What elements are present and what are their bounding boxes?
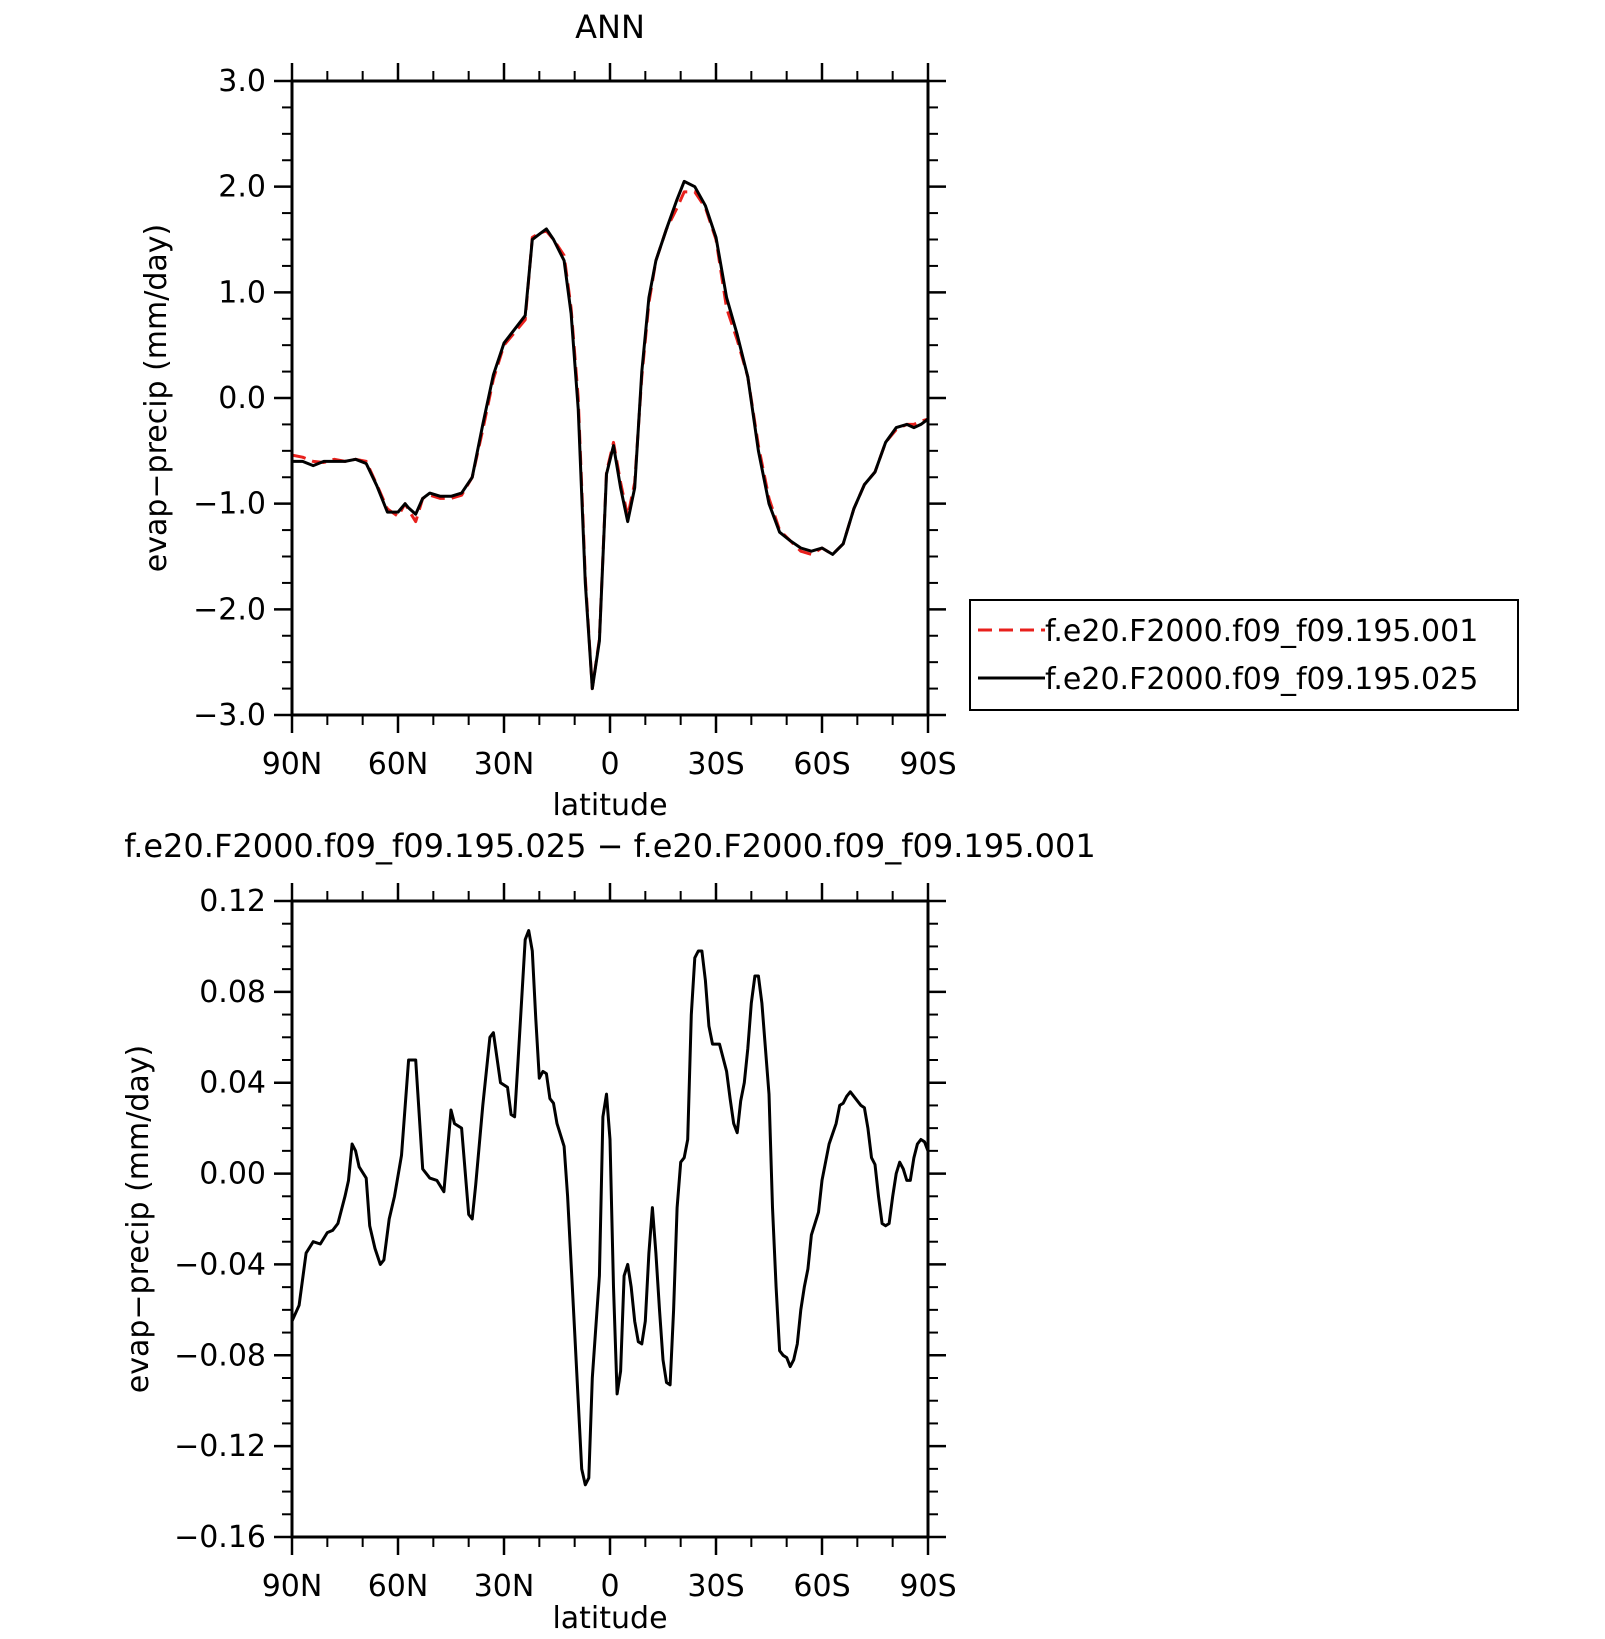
chart-title: f.e20.F2000.f09_f09.195.025 − f.e20.F200… bbox=[124, 827, 1096, 865]
y-tick-label: −0.08 bbox=[174, 1338, 266, 1373]
bottom-panel: f.e20.F2000.f09_f09.195.025 − f.e20.F200… bbox=[121, 827, 1096, 1636]
y-tick-label: 2.0 bbox=[218, 170, 266, 205]
series-line-2 bbox=[292, 179, 928, 691]
x-tick-label: 90S bbox=[899, 1569, 956, 1604]
legend: f.e20.F2000.f09_f09.195.001 f.e20.F2000.f… bbox=[969, 599, 1519, 711]
x-tick-label: 90S bbox=[899, 747, 956, 782]
y-tick-label: 0.04 bbox=[199, 1066, 266, 1101]
y-tick-label: 3.0 bbox=[218, 64, 266, 99]
legend-label-1: f.e20.F2000.f09_f09.195.001 bbox=[1045, 614, 1478, 649]
y-tick-label: −1.0 bbox=[193, 487, 266, 522]
y-tick-label: 0.12 bbox=[199, 884, 266, 919]
y-tick-label: 1.0 bbox=[218, 275, 266, 310]
y-tick-label: −0.04 bbox=[174, 1247, 266, 1282]
x-tick-label: 60N bbox=[368, 747, 429, 782]
y-axis-label: evap−precip (mm/day) bbox=[121, 1045, 156, 1394]
y-axis-label: evap−precip (mm/day) bbox=[139, 224, 174, 573]
series-line-1 bbox=[292, 190, 928, 691]
x-tick-label: 60N bbox=[368, 1569, 429, 1604]
x-tick-label: 30S bbox=[687, 747, 744, 782]
x-tick-label: 30N bbox=[474, 1569, 535, 1604]
top-panel: ANN −3.0 −2.0 −1.0 0.0 1.0 2.0 3.0 90N 60N 30N 0 30S… bbox=[139, 8, 957, 823]
y-tick-label: −0.16 bbox=[174, 1520, 266, 1555]
x-axis-label: latitude bbox=[552, 1601, 667, 1635]
y-tick-label: 0.08 bbox=[199, 975, 266, 1010]
y-tick-label: −0.12 bbox=[174, 1429, 266, 1464]
y-tick-label: 0.0 bbox=[218, 381, 266, 416]
y-tick-label: 0.00 bbox=[199, 1157, 266, 1192]
x-tick-label: 30S bbox=[687, 1569, 744, 1604]
series-line-1 bbox=[292, 929, 928, 1487]
y-tick-label: −3.0 bbox=[193, 698, 266, 733]
x-tick-label: 30N bbox=[474, 747, 535, 782]
legend-label-2: f.e20.F2000.f09_f09.195.025 bbox=[1045, 662, 1478, 697]
chart-title: ANN bbox=[575, 8, 645, 46]
x-tick-label: 60S bbox=[793, 747, 850, 782]
x-tick-label: 90N bbox=[262, 1569, 323, 1604]
x-axis-label: latitude bbox=[552, 788, 667, 823]
plot-frame bbox=[290, 899, 930, 1539]
x-tick-label: 90N bbox=[262, 747, 323, 782]
plot-frame bbox=[290, 79, 930, 717]
x-tick-label: 60S bbox=[793, 1569, 850, 1604]
y-tick-label: −2.0 bbox=[193, 592, 266, 627]
legend-box bbox=[969, 599, 1519, 711]
x-tick-label: 0 bbox=[600, 1569, 619, 1604]
x-tick-label: 0 bbox=[600, 747, 619, 782]
